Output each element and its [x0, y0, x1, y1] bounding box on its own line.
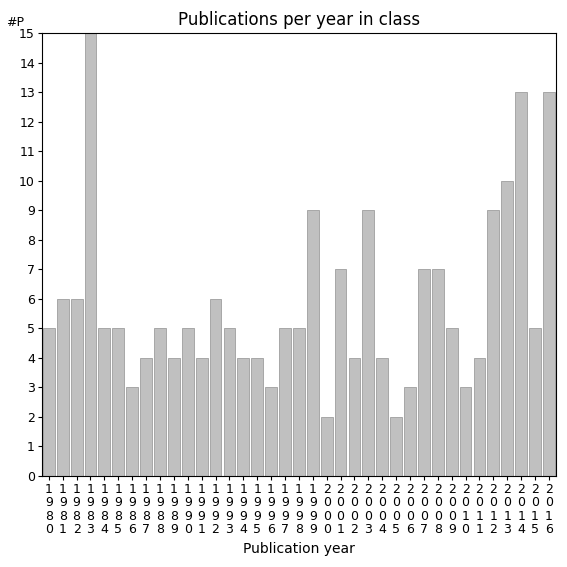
Bar	[390, 417, 402, 476]
Bar	[71, 299, 83, 476]
Bar	[488, 210, 500, 476]
Bar	[335, 269, 346, 476]
Bar	[154, 328, 166, 476]
Bar	[293, 328, 305, 476]
Bar	[126, 387, 138, 476]
Bar	[251, 358, 263, 476]
Bar	[99, 328, 111, 476]
Bar	[112, 328, 124, 476]
Bar	[543, 92, 555, 476]
Bar	[376, 358, 388, 476]
Bar	[84, 33, 96, 476]
Bar	[473, 358, 485, 476]
Bar	[196, 358, 208, 476]
Bar	[460, 387, 472, 476]
Bar	[182, 328, 194, 476]
Bar	[210, 299, 222, 476]
Title: Publications per year in class: Publications per year in class	[178, 11, 420, 29]
Bar	[168, 358, 180, 476]
Bar	[321, 417, 333, 476]
Bar	[362, 210, 374, 476]
Bar	[432, 269, 444, 476]
Bar	[57, 299, 69, 476]
Bar	[349, 358, 361, 476]
Bar	[238, 358, 249, 476]
Bar	[418, 269, 430, 476]
Bar	[404, 387, 416, 476]
Bar	[446, 328, 458, 476]
Bar	[140, 358, 152, 476]
Bar	[501, 181, 513, 476]
Bar	[223, 328, 235, 476]
Bar	[529, 328, 541, 476]
Bar	[307, 210, 319, 476]
Bar	[279, 328, 291, 476]
X-axis label: Publication year: Publication year	[243, 542, 355, 556]
Bar	[43, 328, 55, 476]
Text: #P: #P	[6, 16, 24, 29]
Bar	[265, 387, 277, 476]
Bar	[515, 92, 527, 476]
